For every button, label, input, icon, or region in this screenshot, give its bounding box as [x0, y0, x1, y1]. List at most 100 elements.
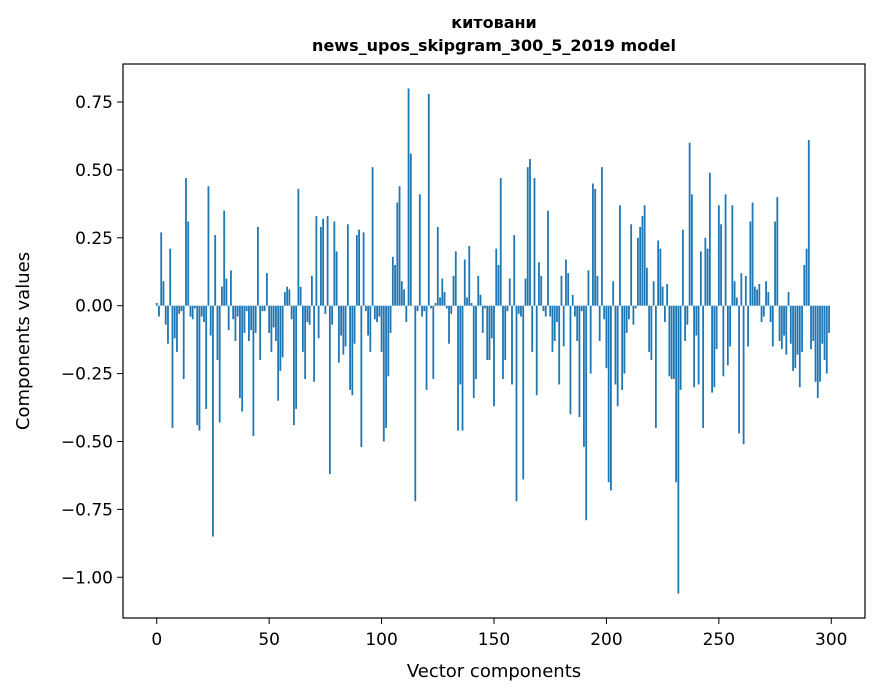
- bar-42: [250, 305, 253, 331]
- bar-163: [522, 305, 525, 480]
- bar-209: [625, 305, 628, 333]
- bar-136: [461, 305, 464, 431]
- bar-204: [614, 305, 617, 385]
- bar-90: [358, 229, 360, 306]
- bar-141: [472, 305, 475, 399]
- bar-12: [182, 305, 185, 380]
- bar-119: [423, 305, 426, 312]
- bar-199: [603, 305, 606, 320]
- bar-229: [670, 305, 673, 380]
- bar-44: [254, 305, 257, 333]
- bar-296: [821, 305, 824, 344]
- bar-71: [315, 216, 318, 306]
- bar-164: [524, 278, 527, 306]
- bar-146: [484, 305, 486, 309]
- bar-23: [207, 186, 210, 306]
- bar-264: [749, 221, 752, 306]
- bar-269: [760, 305, 763, 322]
- bar-28: [218, 305, 221, 423]
- bar-92: [362, 232, 365, 306]
- bar-168: [533, 178, 536, 306]
- bar-293: [814, 305, 817, 382]
- bar-189: [580, 305, 583, 312]
- bar-261: [742, 305, 745, 445]
- bar-149: [490, 305, 493, 339]
- bar-291: [810, 305, 812, 350]
- bar-89: [355, 235, 358, 306]
- bar-103: [387, 305, 390, 377]
- bar-181: [562, 305, 565, 347]
- bar-274: [771, 305, 774, 347]
- bar-216: [641, 216, 644, 306]
- bar-123: [432, 305, 435, 380]
- bar-287: [801, 305, 803, 352]
- bar-213: [634, 305, 637, 309]
- y-tick-label-2: −0.50: [61, 432, 113, 452]
- bar-18: [196, 305, 199, 426]
- bar-21: [203, 305, 205, 322]
- bar-144: [479, 294, 482, 306]
- bar-232: [677, 305, 680, 594]
- bar-158: [511, 305, 513, 385]
- bar-102: [385, 305, 387, 428]
- bar-247: [711, 305, 713, 393]
- bar-124: [434, 302, 437, 306]
- bar-200: [605, 305, 608, 369]
- bar-192: [587, 270, 590, 306]
- bar-110: [403, 289, 405, 306]
- bar-203: [612, 281, 615, 306]
- bar-167: [531, 305, 534, 352]
- chart-subtitle: news_upos_skipgram_300_5_2019 model: [312, 36, 676, 55]
- bar-251: [720, 224, 722, 306]
- bar-57: [283, 292, 286, 306]
- bar-61: [292, 305, 295, 426]
- bar-74: [322, 218, 325, 306]
- bar-87: [351, 305, 354, 396]
- bar-73: [319, 226, 322, 306]
- bar-147: [486, 305, 489, 361]
- bar-51: [270, 305, 273, 352]
- bar-67: [306, 305, 309, 322]
- bar-284: [794, 305, 797, 369]
- bar-20: [200, 305, 203, 317]
- bar-196: [596, 275, 599, 306]
- bar-278: [780, 305, 783, 350]
- bar-245: [706, 248, 709, 306]
- bar-26: [214, 235, 217, 306]
- bar-175: [549, 305, 552, 317]
- bar-214: [637, 237, 639, 306]
- bar-201: [607, 305, 610, 483]
- bar-159: [513, 235, 516, 306]
- bar-121: [427, 93, 430, 306]
- bar-3: [162, 281, 165, 306]
- bar-129: [445, 305, 448, 309]
- bar-151: [495, 248, 498, 306]
- bar-263: [747, 305, 749, 347]
- bar-244: [704, 237, 707, 306]
- bar-127: [441, 278, 444, 306]
- bar-169: [535, 305, 538, 396]
- y-tick-label-7: 0.75: [75, 93, 113, 113]
- bar-219: [648, 305, 651, 352]
- bar-112: [407, 88, 410, 306]
- bar-183: [567, 273, 570, 306]
- bar-10: [178, 305, 181, 314]
- bar-155: [504, 305, 507, 361]
- bar-72: [317, 305, 320, 339]
- bar-79: [333, 221, 336, 306]
- bar-66: [304, 305, 307, 380]
- bar-50: [268, 305, 271, 333]
- bar-224: [659, 248, 662, 306]
- bar-221: [652, 281, 655, 306]
- bar-120: [425, 305, 428, 390]
- bar-255: [729, 305, 731, 347]
- bar-208: [623, 305, 626, 374]
- bar-225: [661, 286, 664, 306]
- bar-153: [499, 178, 502, 306]
- bar-179: [558, 305, 561, 385]
- bar-107: [396, 202, 399, 306]
- bar-281: [787, 292, 790, 306]
- bar-259: [738, 305, 740, 434]
- bar-56: [281, 305, 284, 358]
- bar-139: [468, 245, 471, 306]
